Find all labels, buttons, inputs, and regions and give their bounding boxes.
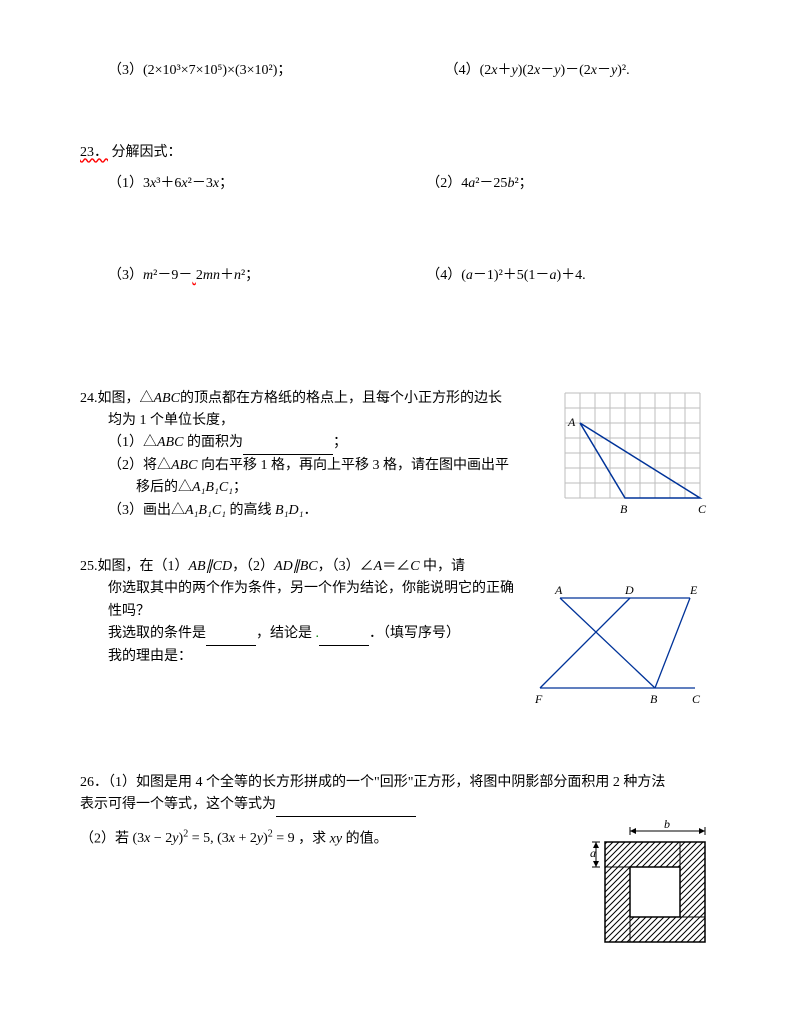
q24-line6: （3）画出△A₁B₁C₁ 的高线 B₁D₁． xyxy=(108,500,550,522)
q25-label-B: B xyxy=(650,692,658,706)
q23-number: 23． xyxy=(80,145,108,160)
q25-label-A: A xyxy=(554,583,563,597)
q24-line5: 移后的△A₁B₁C₁； xyxy=(136,477,550,499)
q26-figure: b a xyxy=(590,817,720,955)
blank-field xyxy=(206,631,256,646)
question-25: 25.如图，在（1）AB∥CD，（2）AD∥BC，（3）∠A＝∠C 中，请 你选… xyxy=(80,556,720,717)
q23-row2: （3）m²－9－ 2mn＋n²； （4）(a－1)²＋5(1－a)＋4. xyxy=(108,265,720,287)
q26-line2: 表示可得一个等式，这个等式为 xyxy=(80,794,720,816)
q23-row1: （1）3x³＋6x²－3x； （2）4a²－25b²； xyxy=(108,173,720,195)
q25-line2: 你选取其中的两个作为条件，另一个作为结论，你能说明它的正确性吗？ xyxy=(108,578,520,623)
question-26: 26．（1）如图是用 4 个全等的长方形拼成的一个"回形"正方形，将图中阴影部分… xyxy=(80,772,720,955)
q24-line2: 均为 1 个单位长度， xyxy=(108,410,550,432)
q24-label-A: A xyxy=(567,415,576,429)
q24-label-B: B xyxy=(620,502,628,516)
q25-label-E: E xyxy=(689,583,698,597)
question-24: 24.如图，△ABC的顶点都在方格纸的格点上，且每个小正方形的边长 均为 1 个… xyxy=(80,388,720,531)
q26-label-a: a xyxy=(590,846,596,860)
top-item-4: （4）(2x＋y)(2x－y)－(2x－y)². xyxy=(445,60,720,82)
q23-item4: （4）(a－1)²＋5(1－a)＋4. xyxy=(426,265,720,287)
q24-figure: A B C xyxy=(560,388,720,531)
q23-title: 分解因式： xyxy=(112,145,182,160)
q26-line1: 26．（1）如图是用 4 个全等的长方形拼成的一个"回形"正方形，将图中阴影部分… xyxy=(80,772,720,794)
top-items-row: （3）(2×10³×7×10⁵)×(3×10²)； （4）(2x＋y)(2x－y… xyxy=(108,60,720,82)
q25-line3: 我选取的条件是，结论是 .．（填写序号） xyxy=(108,623,520,645)
q23-item2: （2）4a²－25b²； xyxy=(426,173,720,195)
q24-line1: 24.如图，△ABC的顶点都在方格纸的格点上，且每个小正方形的边长 xyxy=(80,388,550,410)
blank-field xyxy=(319,631,369,646)
q25-label-F: F xyxy=(534,692,543,706)
q24-line3: （1）△ABC 的面积为； xyxy=(108,432,550,454)
q25-line1: 25.如图，在（1）AB∥CD，（2）AD∥BC，（3）∠A＝∠C 中，请 xyxy=(80,556,720,578)
q25-line4: 我的理由是： xyxy=(108,646,520,668)
q25-label-C: C xyxy=(692,692,701,706)
q24-label-C: C xyxy=(698,502,707,516)
top-item-3: （3）(2×10³×7×10⁵)×(3×10²)； xyxy=(108,60,445,82)
q24-line4: （2）将△ABC 向右平移 1 格，再向上平移 3 格，请在图中画出平 xyxy=(108,455,550,477)
q26-label-b: b xyxy=(664,817,670,831)
blank-field xyxy=(243,440,333,455)
blank-field xyxy=(276,802,416,817)
q25-label-D: D xyxy=(624,583,634,597)
q23-item1: （1）3x³＋6x²－3x； xyxy=(108,173,426,195)
q25-figure: A D E F B C xyxy=(520,578,720,716)
q23-item3: （3）m²－9－ 2mn＋n²； xyxy=(108,265,426,287)
question-23: 23． 分解因式： xyxy=(80,142,720,164)
